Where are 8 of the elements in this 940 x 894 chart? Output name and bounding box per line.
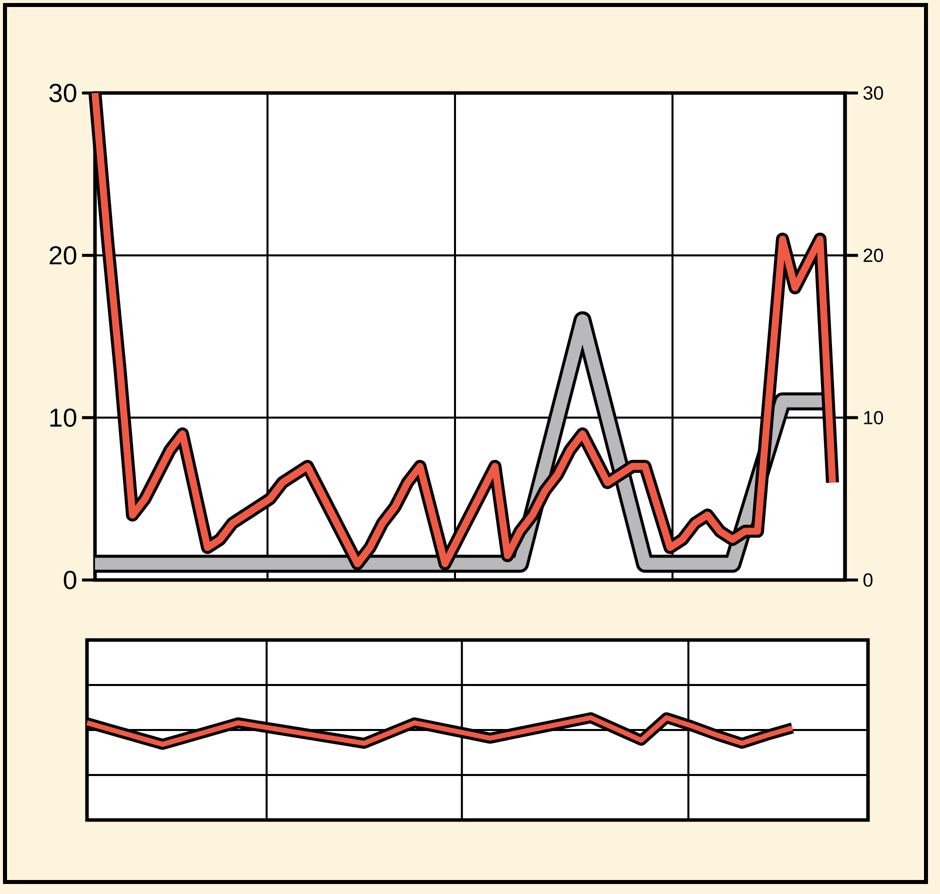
y-tick-label: 10 — [50, 408, 76, 427]
y-tick-label: 0 — [64, 570, 76, 590]
y2-tick-label: 10 — [864, 410, 884, 424]
y2-tick-label: 30 — [863, 86, 884, 100]
y-tick-label: 20 — [50, 246, 76, 265]
y2-tick-label: 20 — [864, 248, 884, 262]
y2-tick-label: 0 — [863, 573, 873, 587]
y-tick-label: 30 — [49, 84, 76, 102]
